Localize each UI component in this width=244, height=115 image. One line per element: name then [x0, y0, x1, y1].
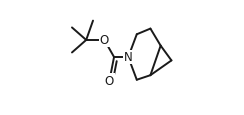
Text: O: O: [100, 34, 109, 47]
Text: O: O: [105, 74, 114, 87]
Text: N: N: [124, 51, 133, 64]
